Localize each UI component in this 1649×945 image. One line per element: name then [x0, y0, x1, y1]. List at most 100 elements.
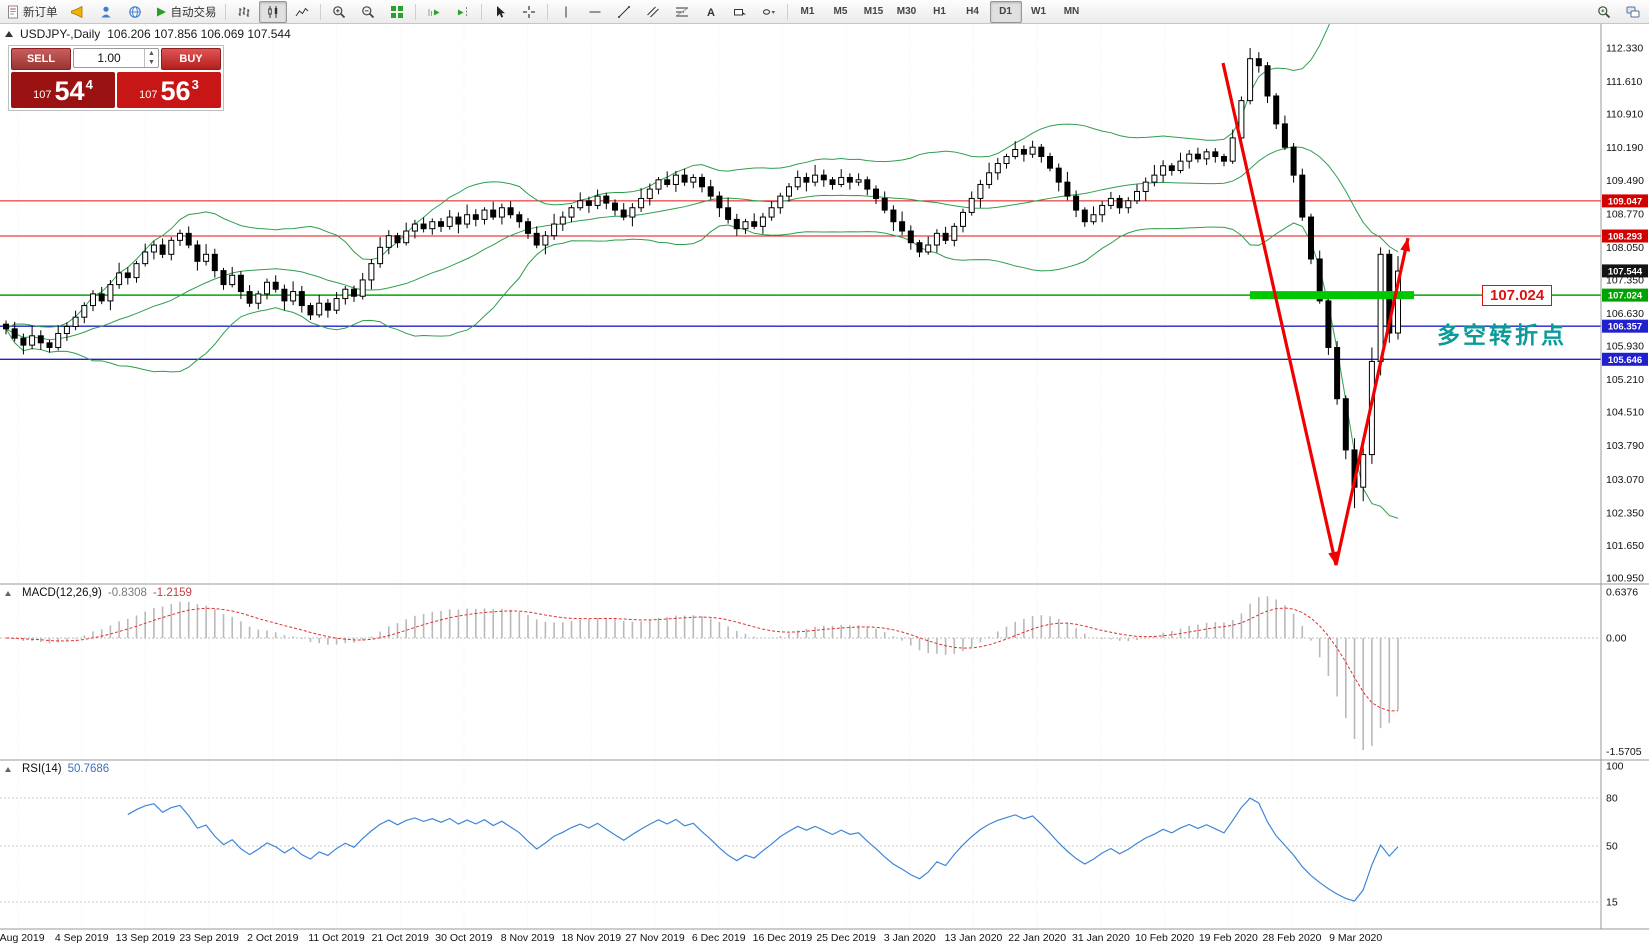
tile-windows-icon: [390, 5, 403, 18]
symbol-search-button[interactable]: [1590, 1, 1618, 23]
fibonacci-tool-button[interactable]: [668, 1, 696, 23]
chat-button[interactable]: [1619, 1, 1647, 23]
svg-text:13 Sep 2019: 13 Sep 2019: [116, 932, 176, 944]
new-order-button[interactable]: 新订单: [2, 1, 62, 23]
pane-collapse-icon[interactable]: [5, 590, 11, 596]
timeframe-h4-button[interactable]: H4: [957, 1, 989, 23]
buy-button[interactable]: BUY: [161, 48, 221, 70]
svg-text:0.6376: 0.6376: [1606, 586, 1638, 598]
news-button[interactable]: [63, 1, 91, 23]
svg-text:110.910: 110.910: [1606, 109, 1643, 121]
symbol-ohlc-line: USDJPY-,Daily 106.206 107.856 106.069 10…: [5, 27, 291, 41]
toolbar-separator: [224, 3, 226, 20]
volume-up-icon[interactable]: ▲: [148, 50, 155, 57]
volume-down-icon[interactable]: ▼: [148, 59, 155, 66]
rsi-value: 50.7686: [67, 763, 110, 775]
chart-marker-icon: [5, 31, 13, 37]
buy-price-display[interactable]: 107 56 3: [117, 72, 221, 108]
shapes-dropdown-button[interactable]: [755, 1, 783, 23]
label-tool-button[interactable]: [726, 1, 754, 23]
vertical-line-tool-button[interactable]: [552, 1, 580, 23]
svg-text:105.210: 105.210: [1606, 374, 1644, 386]
timeframe-m30-button[interactable]: M30: [891, 1, 923, 23]
svg-text:25 Dec 2019: 25 Dec 2019: [816, 932, 876, 944]
svg-text:105.930: 105.930: [1606, 341, 1644, 353]
svg-text:22 Jan 2020: 22 Jan 2020: [1008, 932, 1066, 944]
svg-text:A: A: [707, 7, 715, 19]
svg-text:101.650: 101.650: [1606, 540, 1644, 552]
price-tag: [1602, 352, 1648, 366]
line-chart-icon: [295, 7, 308, 16]
svg-text:100: 100: [1606, 761, 1624, 773]
trendline-icon: [617, 5, 630, 18]
svg-text:100.950: 100.950: [1606, 573, 1644, 585]
timeframe-label: H1: [933, 6, 946, 17]
timeframe-mn-button[interactable]: MN: [1056, 1, 1088, 23]
sell-price-display[interactable]: 107 54 4: [11, 72, 115, 108]
price-callout-box[interactable]: 107.024: [1482, 285, 1553, 306]
rsi-line: [127, 797, 1399, 902]
candles-layer[interactable]: [3, 48, 1401, 509]
support-zone-bar[interactable]: [1250, 291, 1414, 300]
chart-shift-button[interactable]: [449, 1, 477, 23]
tile-windows-button[interactable]: [383, 1, 411, 23]
symbol-ohlc-values: 106.206 107.856 106.069 107.544: [107, 27, 291, 41]
svg-text:9 Mar 2020: 9 Mar 2020: [1329, 932, 1382, 944]
svg-text:106.357: 106.357: [1608, 322, 1642, 333]
cursor-button[interactable]: [486, 1, 514, 23]
timeframe-w1-button[interactable]: W1: [1023, 1, 1055, 23]
svg-text:15: 15: [1606, 897, 1618, 909]
timeframe-label: M30: [896, 6, 917, 17]
grid-layer: [17, 24, 1357, 929]
pane-collapse-icon[interactable]: [5, 766, 11, 772]
accounts-button[interactable]: [92, 1, 120, 23]
timeframe-label: M1: [800, 6, 815, 17]
zoom-in-button[interactable]: [325, 1, 353, 23]
horizontal-line-tool-button[interactable]: [581, 1, 609, 23]
symbol-title: USDJPY-,Daily: [20, 27, 101, 41]
auto-scroll-button[interactable]: [420, 1, 448, 23]
svg-text:16 Dec 2019: 16 Dec 2019: [753, 932, 813, 944]
community-button[interactable]: [121, 1, 149, 23]
svg-text:4 Sep 2019: 4 Sep 2019: [55, 932, 109, 944]
svg-text:108.770: 108.770: [1606, 208, 1644, 220]
svg-text:105.646: 105.646: [1608, 355, 1642, 366]
horizontal-line-icon: [589, 11, 600, 12]
timeframe-h1-button[interactable]: H1: [924, 1, 956, 23]
svg-text:2 Oct 2019: 2 Oct 2019: [247, 932, 299, 944]
volume-spinner[interactable]: ▲ ▼: [144, 49, 158, 67]
svg-text:3 Jan 2020: 3 Jan 2020: [884, 932, 936, 944]
text-tool-button[interactable]: A: [697, 1, 725, 23]
timeframe-d1-button[interactable]: D1: [989, 0, 1022, 23]
volume-input[interactable]: 1.00 ▲ ▼: [73, 48, 159, 68]
auto-trading-button[interactable]: 自动交易: [150, 1, 221, 23]
candlestick-chart-button[interactable]: [258, 0, 287, 23]
rsi-indicator-label: RSI(14) 50.7686: [5, 763, 109, 775]
timeframe-m1-button[interactable]: M1: [792, 1, 824, 23]
new-order-icon: [8, 5, 18, 18]
zoom-in-icon: [332, 5, 345, 18]
zoom-out-button[interactable]: [354, 1, 382, 23]
bar-chart-button[interactable]: [230, 1, 258, 23]
timeframe-m5-button[interactable]: M5: [825, 1, 857, 23]
svg-text:31 Jan 2020: 31 Jan 2020: [1072, 932, 1130, 944]
svg-text:50: 50: [1606, 841, 1618, 853]
channel-tool-button[interactable]: [639, 1, 667, 23]
shapes-dropdown-icon: [762, 8, 775, 15]
search-plus-icon: [1598, 5, 1611, 18]
sell-label: SELL: [26, 53, 56, 65]
turning-point-text[interactable]: 多空转折点: [1437, 322, 1567, 348]
trendline-tool-button[interactable]: [610, 1, 638, 23]
trend-v-arrow[interactable]: [1221, 62, 1411, 566]
sell-button[interactable]: SELL: [11, 48, 71, 70]
crosshair-button[interactable]: [515, 1, 543, 23]
svg-text:0.00: 0.00: [1606, 633, 1627, 645]
label-icon: [733, 8, 746, 15]
chart-shift-icon: [457, 6, 467, 17]
person-icon: [101, 6, 110, 17]
line-chart-button[interactable]: [288, 1, 316, 23]
svg-text:80: 80: [1606, 793, 1618, 805]
buy-price-pip: 3: [191, 77, 199, 92]
timeframe-m15-button[interactable]: M15: [858, 1, 890, 23]
